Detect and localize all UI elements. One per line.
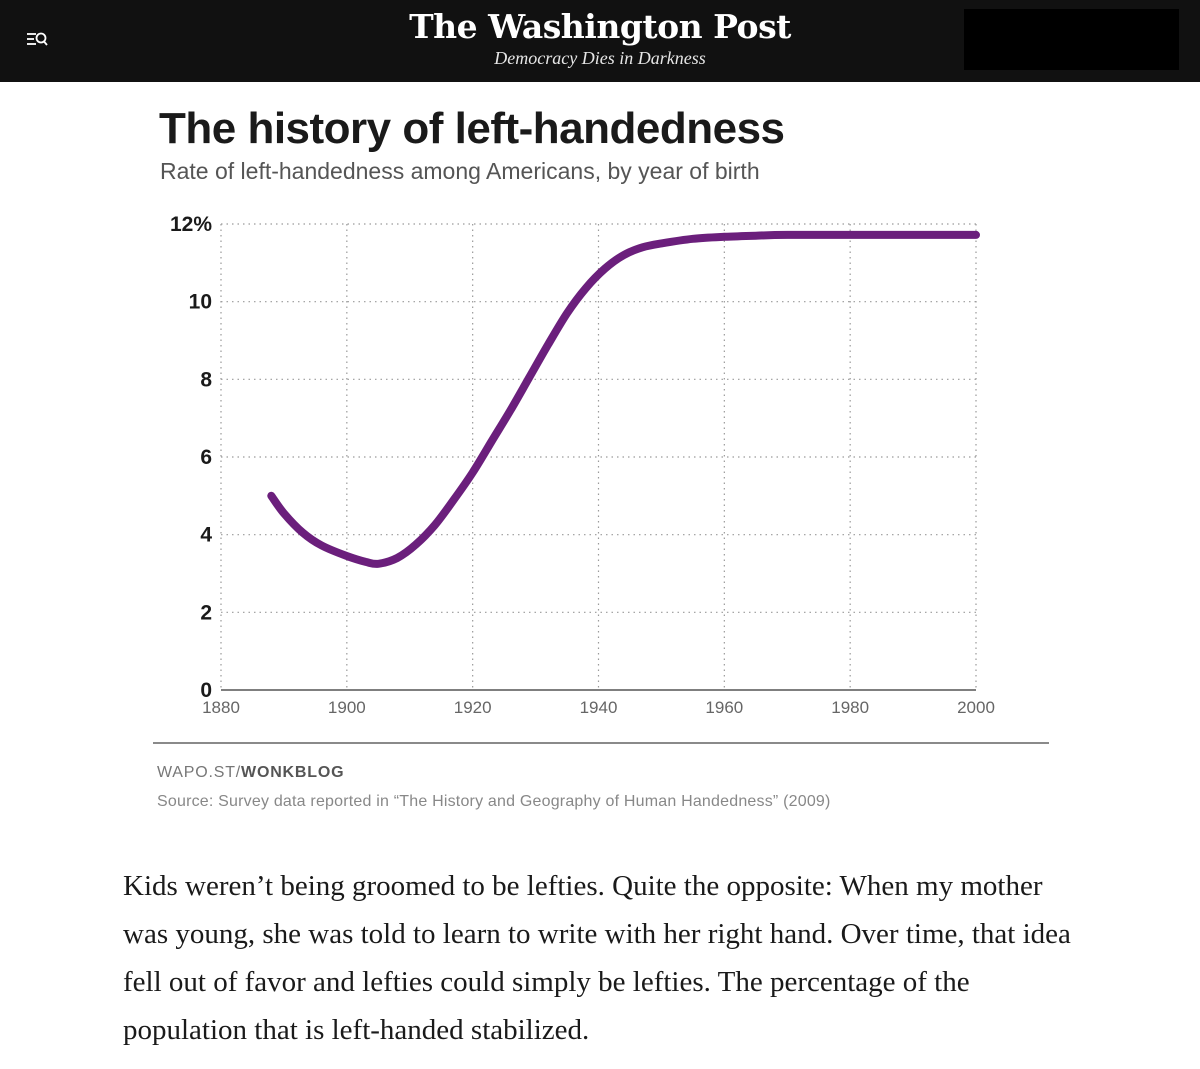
x-axis-labels: 1880 1900 1920 1940 1960 1980 2000 [202, 698, 995, 717]
credit-line[interactable]: WAPO.ST/WONKBLOG [157, 764, 344, 782]
y-axis-labels: 0 2 4 6 8 10 12% [170, 213, 212, 702]
chart-divider [153, 742, 1049, 744]
credit-prefix: WAPO.ST/ [157, 764, 242, 781]
x-tick-label: 1980 [831, 698, 869, 717]
brand-logo[interactable]: The Washington Post Democracy Dies in Da… [0, 6, 1200, 68]
x-tick-label: 1920 [454, 698, 492, 717]
y-tick-label: 4 [200, 524, 212, 547]
y-tick-label: 2 [200, 601, 212, 624]
series-lines [267, 230, 980, 568]
x-tick-label: 1900 [328, 698, 366, 717]
x-tick-label: 1960 [705, 698, 743, 717]
series-line [267, 230, 980, 568]
chart-title: The history of left-handedness [159, 104, 785, 153]
y-tick-label: 10 [189, 291, 212, 314]
chart-subtitle: Rate of left-handedness among Americans,… [160, 158, 760, 184]
source-note: Source: Survey data reported in “The His… [157, 793, 831, 810]
brand-tagline: Democracy Dies in Darkness [494, 48, 706, 68]
credit-wonkblog: WONKBLOG [241, 764, 345, 781]
y-tick-label: 0 [200, 679, 212, 702]
chart-grid [220, 223, 977, 690]
brand-name: The Washington Post [409, 7, 791, 46]
y-tick-label: 6 [200, 446, 212, 469]
site-header: The Washington Post Democracy Dies in Da… [0, 0, 1200, 82]
y-tick-label: 12% [170, 213, 212, 236]
y-tick-label: 8 [200, 368, 212, 391]
header-redacted-box [964, 9, 1179, 70]
line-chart: 0 2 4 6 8 10 12% 1880 1900 1920 1940 1960 1980 2000 [170, 213, 995, 717]
menu-search-icon[interactable] [20, 24, 54, 56]
x-tick-label: 2000 [957, 698, 995, 717]
x-tick-label: 1940 [580, 698, 618, 717]
x-tick-label: 1880 [202, 698, 240, 717]
article-paragraph: Kids weren’t being groomed to be lefties… [123, 870, 1071, 1046]
